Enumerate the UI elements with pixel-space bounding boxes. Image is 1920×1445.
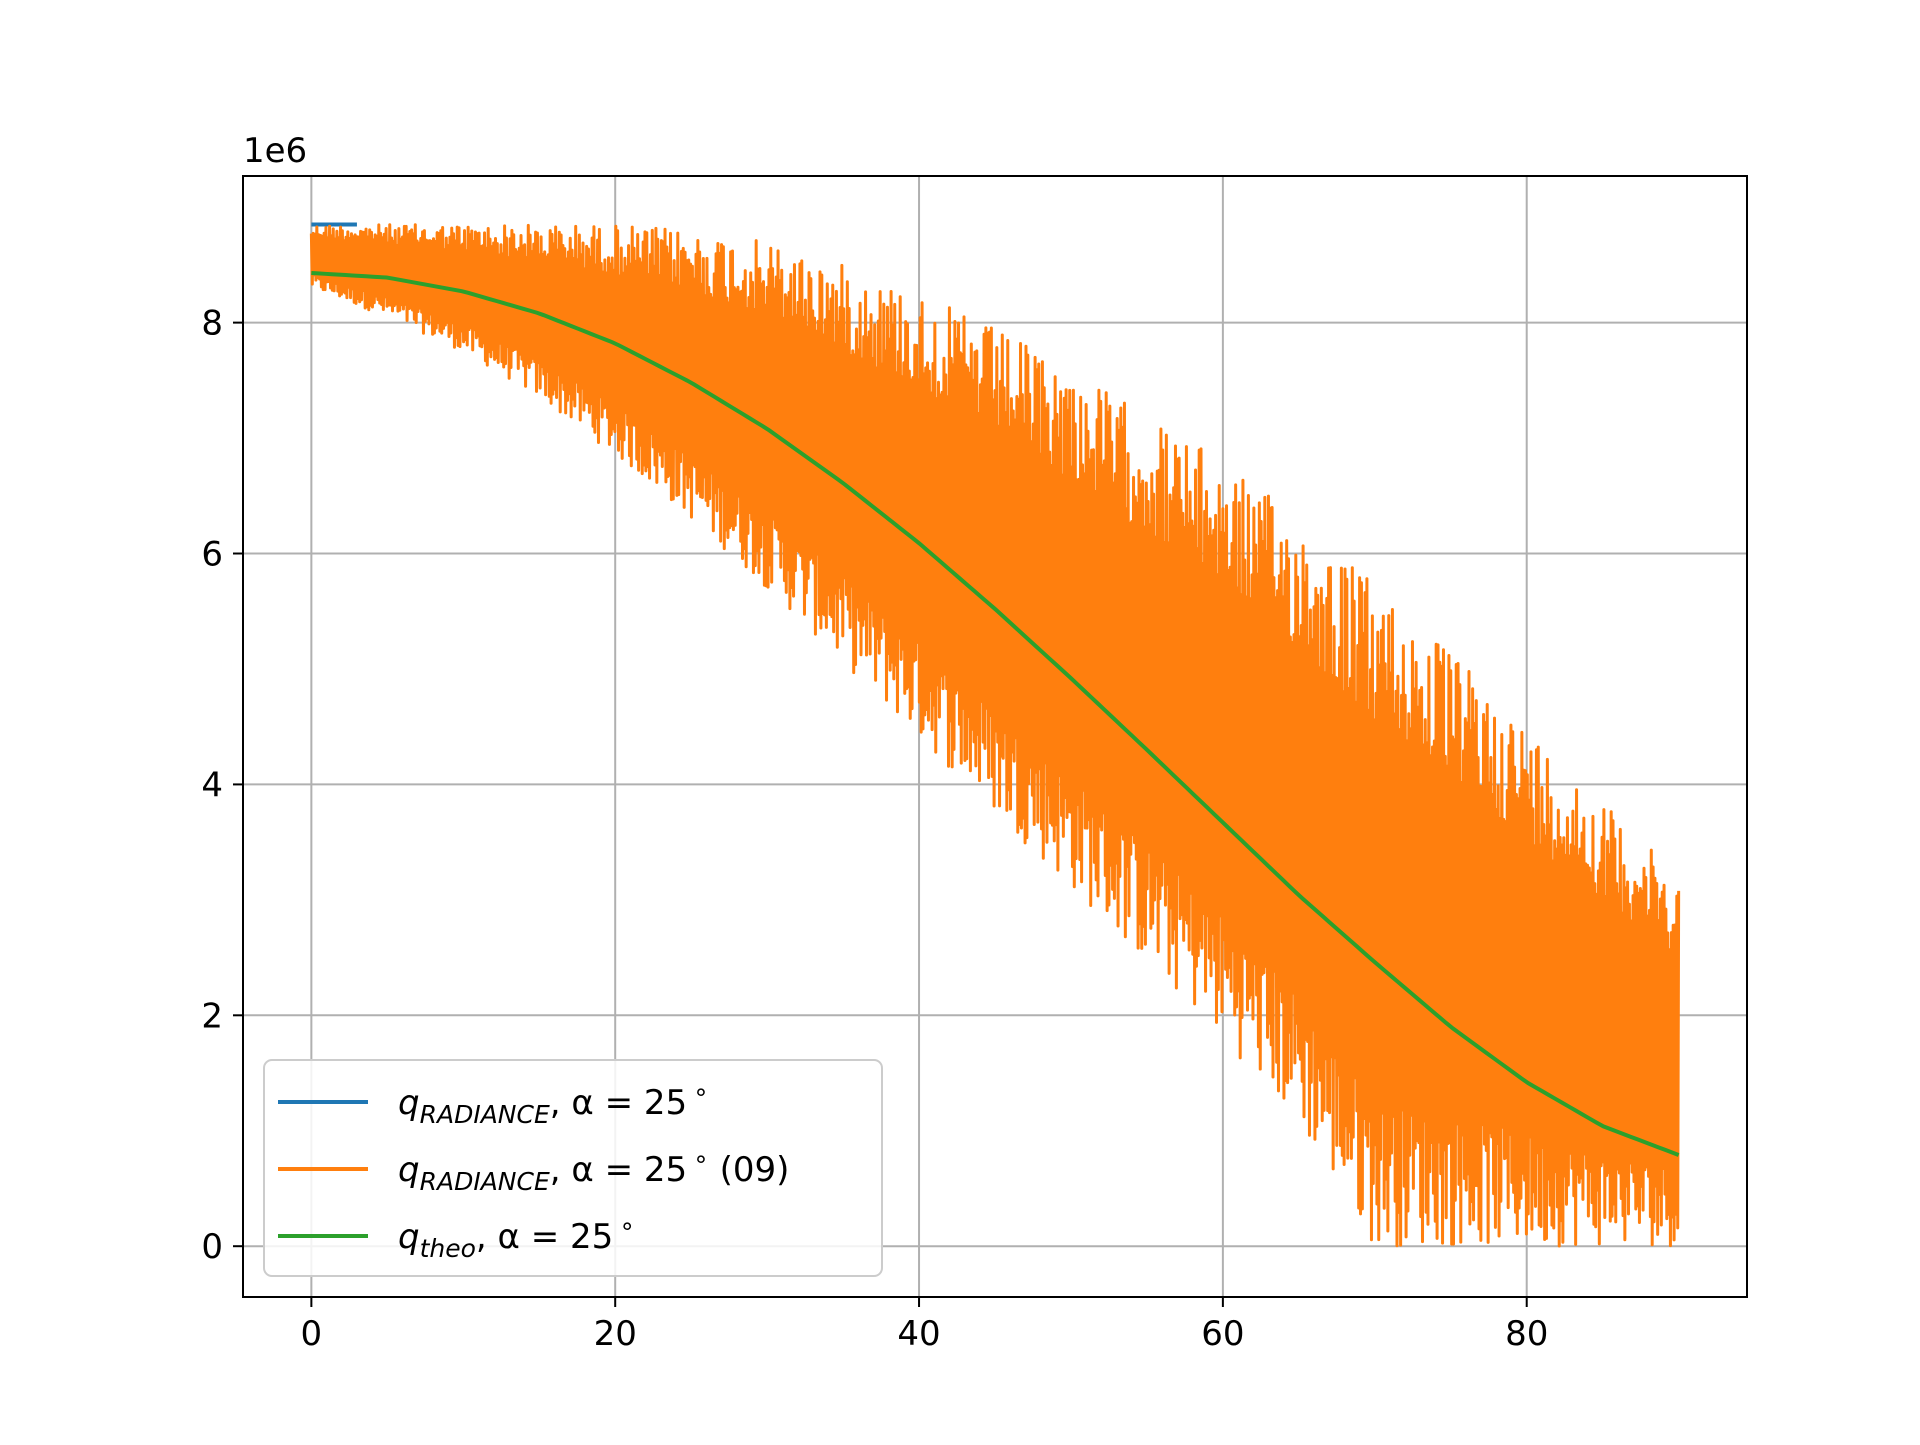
x-tick-label: 80 [1505, 1314, 1548, 1354]
series-line-2 [311, 270, 1680, 1157]
legend-box [263, 1059, 883, 1277]
y-tick-label: 4 [201, 765, 223, 805]
y-tick-label: 2 [201, 996, 223, 1036]
x-tick-label: 0 [301, 1314, 323, 1354]
legend: qRADIANCE, α = 25 ∘ qRADIANCE, α = 25 ∘ (09… [263, 1059, 883, 1277]
x-tick-label: 20 [594, 1314, 637, 1354]
x-tick-label: 60 [1201, 1314, 1244, 1354]
y-offset-label: 1e6 [243, 131, 307, 171]
plot-frame [242, 175, 1748, 1298]
legend-label-0: qRADIANCE, α = 25 ∘ [398, 1077, 709, 1129]
y-tick-label: 0 [201, 1227, 223, 1267]
y-tick-label: 8 [201, 304, 223, 344]
tick-layer: 0 20 40 60 80 0 2 4 6 8 [201, 304, 1548, 1354]
legend-label-1: qRADIANCE, α = 25 ∘ (09) [398, 1144, 789, 1196]
legend-label-2: qtheo, α = 25 ∘ [398, 1211, 635, 1263]
series-layer [309, 222, 1681, 1248]
series-line-1 [309, 223, 1681, 1248]
x-tick-label: 40 [897, 1314, 940, 1354]
y-tick-label: 6 [201, 535, 223, 575]
